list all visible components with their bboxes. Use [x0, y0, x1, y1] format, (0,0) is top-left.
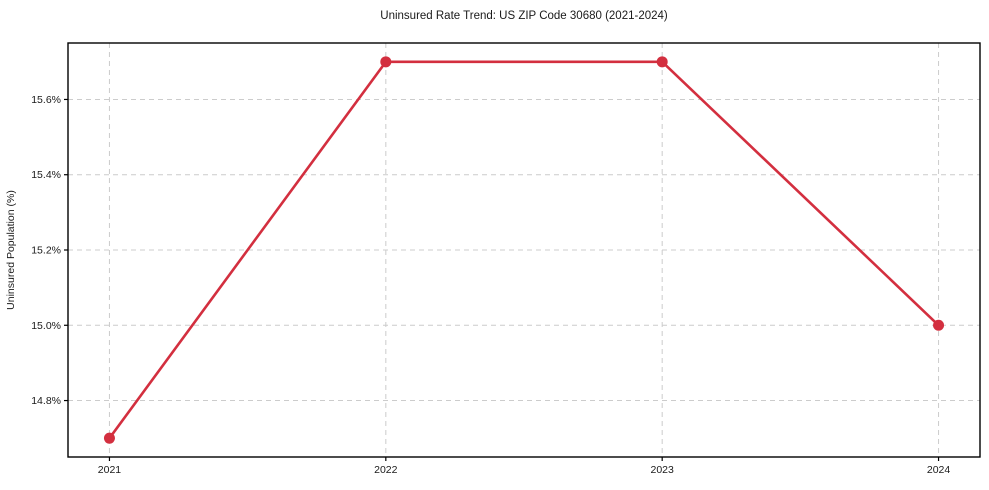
y-tick-label: 15.4%	[31, 169, 61, 181]
plot-area: 2021 2022 2023 2024 14.8% 15.0% 15.2% 15.4% 15.6…	[31, 42, 981, 476]
y-tick-label: 14.8%	[31, 395, 61, 407]
chart-title: Uninsured Rate Trend: US ZIP Code 30680 …	[380, 10, 668, 22]
data-point	[656, 56, 668, 68]
x-tick-label: 2024	[927, 464, 951, 476]
y-tick-label: 15.2%	[31, 245, 61, 257]
x-tick-label: 2021	[98, 464, 122, 476]
y-tick-label: 15.6%	[31, 94, 61, 106]
plot-border	[67, 42, 981, 458]
data-point	[933, 319, 945, 331]
x-tick-label: 2023	[651, 464, 675, 476]
data-point	[380, 56, 392, 68]
data-point	[103, 432, 115, 444]
y-tick-label: 15.0%	[31, 320, 61, 332]
x-tick-label: 2022	[374, 464, 398, 476]
y-axis-label: Uninsured Population (%)	[5, 190, 17, 310]
trend-line	[108, 60, 940, 440]
